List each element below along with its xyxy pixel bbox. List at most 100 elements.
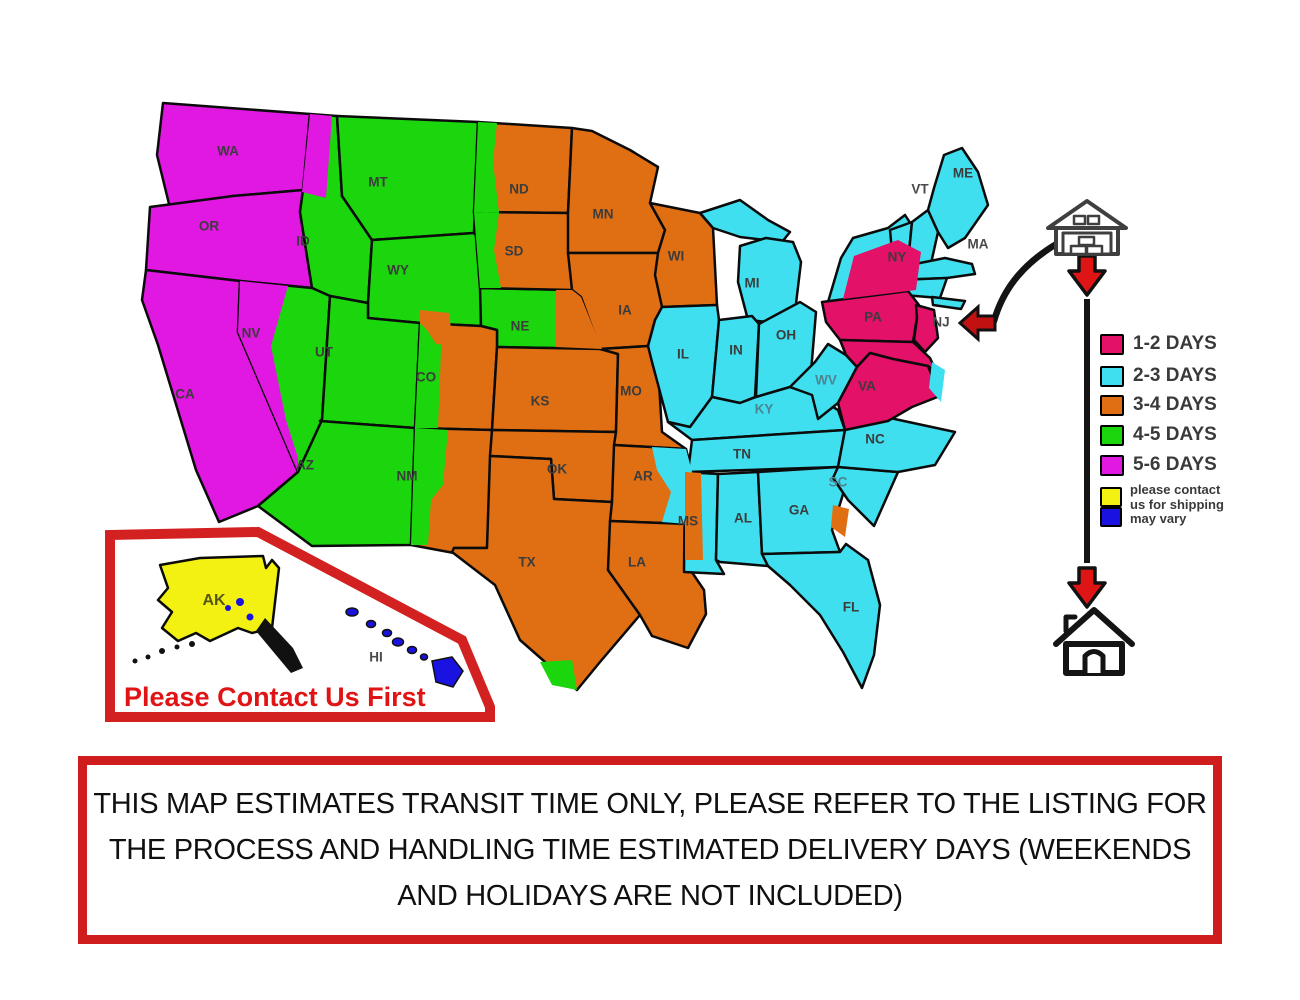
notice-line-1: THIS MAP ESTIMATES TRANSIT TIME ONLY, PL… bbox=[93, 788, 1207, 820]
state-fl bbox=[760, 542, 882, 690]
legend-label: 1-2 DAYS bbox=[1133, 333, 1217, 354]
legend-swatch-5-6-days bbox=[1100, 454, 1124, 476]
state-label-ok: OK bbox=[547, 462, 568, 477]
state-label-sc: SC bbox=[829, 475, 848, 490]
legend-swatch-4-5-days bbox=[1100, 424, 1124, 446]
state-label-mi: MI bbox=[745, 276, 760, 291]
state-label-ca: CA bbox=[175, 387, 195, 402]
state-label-ma: MA bbox=[968, 237, 989, 252]
notice-line-3: AND HOLIDAYS ARE NOT INCLUDED) bbox=[397, 880, 903, 912]
state-label-or: OR bbox=[199, 219, 220, 234]
state-va bbox=[836, 351, 942, 432]
state-label-nv: NV bbox=[242, 326, 261, 341]
state-tx bbox=[450, 454, 642, 692]
legend-contact-line2: us for shipping bbox=[1130, 497, 1224, 512]
state-label-va: VA bbox=[858, 379, 876, 394]
legend-swatch-1-2-days bbox=[1100, 333, 1124, 355]
legend-label: 3-4 DAYS bbox=[1133, 394, 1217, 415]
state-label-mt: MT bbox=[368, 175, 388, 190]
state-mn bbox=[566, 126, 667, 255]
notice-line-2: THE PROCESS AND HANDLING TIME ESTIMATED … bbox=[108, 834, 1192, 866]
nv-west-zone-patch bbox=[238, 281, 298, 472]
down-arrow-bottom bbox=[1067, 566, 1107, 609]
va-eastern-shore-patch bbox=[929, 362, 945, 402]
state-label-il: IL bbox=[677, 347, 689, 362]
state-label-co: CO bbox=[416, 370, 436, 385]
aleutian-islands bbox=[132, 641, 195, 664]
state-label-in: IN bbox=[729, 343, 743, 358]
down-arrow-top bbox=[1067, 254, 1107, 297]
legend-label: 2-3 DAYS bbox=[1133, 365, 1217, 386]
state-label-me: ME bbox=[953, 166, 973, 181]
state-label-oh: OH bbox=[776, 328, 796, 343]
state-label-pa: PA bbox=[864, 310, 882, 325]
state-az bbox=[256, 418, 417, 548]
ms-west-zone-patch bbox=[685, 472, 703, 560]
legend-item-1-2-days: 1-2 DAYS bbox=[1100, 333, 1217, 355]
state-label-ga: GA bbox=[789, 503, 810, 518]
state-in bbox=[710, 314, 761, 405]
state-mi-upper bbox=[698, 198, 792, 244]
state-label-ks: KS bbox=[531, 394, 550, 409]
state-label-wi: WI bbox=[668, 249, 685, 264]
state-label-ut: UT bbox=[315, 345, 334, 360]
state-label-mo: MO bbox=[620, 384, 642, 399]
legend-item-2-3-days: 2-3 DAYS bbox=[1100, 365, 1217, 387]
long-island bbox=[930, 295, 967, 311]
nm-west-zone-patch bbox=[411, 428, 448, 545]
state-label-mn: MN bbox=[593, 207, 614, 222]
legend-swatch-may-vary bbox=[1100, 507, 1122, 527]
state-label-nc: NC bbox=[865, 432, 885, 447]
state-label-ms: MS bbox=[678, 514, 698, 529]
state-label-az: AZ bbox=[296, 458, 314, 473]
legend-swatch-contact bbox=[1100, 487, 1122, 507]
legend-item-3-4-days: 3-4 DAYS bbox=[1100, 394, 1217, 416]
nd-west-zone-patch bbox=[474, 122, 499, 213]
state-label-nj: NJ bbox=[932, 315, 949, 330]
hawaii-islands bbox=[345, 607, 464, 688]
legend-contact-line1: please contact bbox=[1130, 482, 1221, 497]
state-me bbox=[926, 146, 990, 250]
ne-east-zone-patch bbox=[556, 290, 602, 349]
legend-swatch-3-4-days bbox=[1100, 394, 1124, 416]
ga-coast-zone-patch bbox=[831, 505, 849, 537]
state-label-hi: HI bbox=[369, 650, 383, 665]
state-label-ne: NE bbox=[511, 319, 530, 334]
legend-label: 5-6 DAYS bbox=[1133, 454, 1217, 475]
house-icon bbox=[1053, 607, 1135, 676]
state-label-la: LA bbox=[628, 555, 646, 570]
state-label-wv: WV bbox=[815, 373, 837, 388]
co-west-zone-patch bbox=[415, 323, 442, 428]
warehouse-icon bbox=[1046, 199, 1128, 256]
legend-label: 4-5 DAYS bbox=[1133, 424, 1217, 445]
state-label-sd: SD bbox=[505, 244, 524, 259]
state-label-ny: NY bbox=[888, 250, 907, 265]
state-label-nm: NM bbox=[397, 469, 418, 484]
inset-caption: Please Contact Us First bbox=[124, 682, 426, 712]
legend-swatch-2-3-days bbox=[1100, 365, 1124, 387]
state-mt bbox=[335, 114, 480, 242]
state-label-fl: FL bbox=[843, 600, 860, 615]
legend-item-may-vary: may vary bbox=[1100, 507, 1186, 527]
legend-item-5-6-days: 5-6 DAYS bbox=[1100, 454, 1217, 476]
nj-pointer-arrow bbox=[957, 303, 997, 343]
state-label-al: AL bbox=[734, 511, 752, 526]
alaska-panhandle bbox=[256, 618, 303, 673]
state-label-tx: TX bbox=[518, 555, 535, 570]
wy-southeast-zone-patch bbox=[420, 310, 453, 345]
state-label-wy: WY bbox=[387, 263, 409, 278]
state-label-ky: KY bbox=[755, 402, 774, 417]
ar-east-zone-patch bbox=[652, 447, 692, 524]
state-label-wa: WA bbox=[217, 144, 239, 159]
legend-item-4-5-days: 4-5 DAYS bbox=[1100, 424, 1217, 446]
notice-box: THIS MAP ESTIMATES TRANSIT TIME ONLY, PL… bbox=[78, 756, 1222, 944]
state-label-id: ID bbox=[296, 234, 310, 249]
tx-tip-zone-patch bbox=[540, 660, 577, 690]
state-label-vt: VT bbox=[911, 182, 929, 197]
alaska-lakes bbox=[225, 598, 254, 621]
state-label-nd: ND bbox=[509, 182, 529, 197]
legend-item-contact: please contact us for shipping bbox=[1100, 482, 1224, 512]
state-labels: WA OR CA NV ID MT WY UT AZ NM CO ND SD NE KS OK TX MN IA MO… bbox=[175, 144, 988, 665]
